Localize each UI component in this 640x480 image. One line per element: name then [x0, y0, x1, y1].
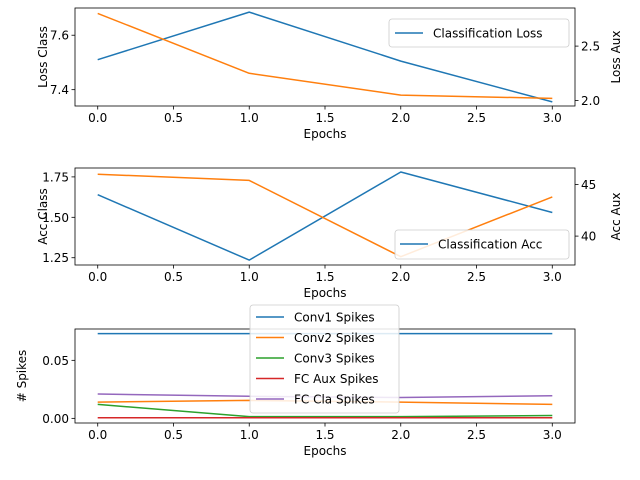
x-tick-label: 1.0	[240, 111, 259, 125]
y-axis-label-right: Acc Aux	[609, 193, 623, 241]
y-tick-label-right: 2.5	[581, 40, 600, 54]
legend-3	[249, 304, 400, 414]
y-tick-label-right: 2.0	[581, 94, 600, 108]
series-line-2-2	[97, 173, 553, 258]
y-tick-label: 7.6	[50, 29, 69, 43]
y-axis-label-left: Acc Class	[36, 188, 50, 245]
legend-1	[388, 18, 570, 48]
x-tick-label: 2.5	[467, 270, 486, 284]
legend-label: Classification Acc	[438, 238, 542, 252]
x-tick-label: 3.0	[543, 111, 562, 125]
x-tick-label: 0.0	[88, 428, 107, 442]
y-tick-label: 0.00	[42, 412, 69, 426]
x-tick-label: 2.0	[391, 428, 410, 442]
x-tick-label: 1.0	[240, 270, 259, 284]
legend-label: FC Cla Spikes	[294, 393, 375, 407]
series-line-2-1	[97, 171, 553, 261]
x-tick-label: 1.0	[240, 428, 259, 442]
x-axis-label: Epochs	[304, 444, 347, 458]
y-tick-label: 7.4	[50, 83, 69, 97]
x-tick-label: 2.5	[467, 428, 486, 442]
y-tick-label-right: 45	[581, 178, 596, 192]
x-tick-label: 1.5	[315, 270, 334, 284]
y-axis-label-right: Loss Aux	[609, 30, 623, 83]
series-line-1-2	[97, 12, 553, 100]
y-tick-label: 1.75	[42, 170, 69, 184]
legend-label: Classification Loss	[433, 27, 543, 41]
x-tick-label: 0.5	[164, 270, 183, 284]
legend-label: Conv3 Spikes	[294, 352, 375, 366]
x-tick-label: 1.5	[315, 428, 334, 442]
x-tick-label: 3.0	[543, 270, 562, 284]
x-tick-label: 2.0	[391, 111, 410, 125]
x-axis-label: Epochs	[304, 127, 347, 141]
y-axis-label-left: # Spikes	[15, 350, 29, 403]
x-axis-label: Epochs	[304, 286, 347, 300]
y-tick-label-right: 40	[581, 230, 596, 244]
y-axis-label-left: Loss Class	[36, 26, 50, 88]
series-line-1-1	[97, 11, 553, 103]
x-tick-label: 0.0	[88, 270, 107, 284]
y-tick-label: 0.05	[42, 354, 69, 368]
legend-label: Conv1 Spikes	[294, 311, 375, 325]
x-tick-label: 0.5	[164, 428, 183, 442]
legend-label: Conv2 Spikes	[294, 331, 375, 345]
x-tick-label: 2.0	[391, 270, 410, 284]
x-tick-label: 0.0	[88, 111, 107, 125]
y-tick-label: 1.50	[42, 211, 69, 225]
x-tick-label: 1.5	[315, 111, 334, 125]
x-tick-label: 0.5	[164, 111, 183, 125]
y-tick-label: 1.25	[42, 251, 69, 265]
series-line-3-3	[97, 403, 553, 418]
x-tick-label: 3.0	[543, 428, 562, 442]
legend-2	[394, 229, 570, 260]
legend-label: FC Aux Spikes	[294, 372, 379, 386]
x-tick-label: 2.5	[467, 111, 486, 125]
